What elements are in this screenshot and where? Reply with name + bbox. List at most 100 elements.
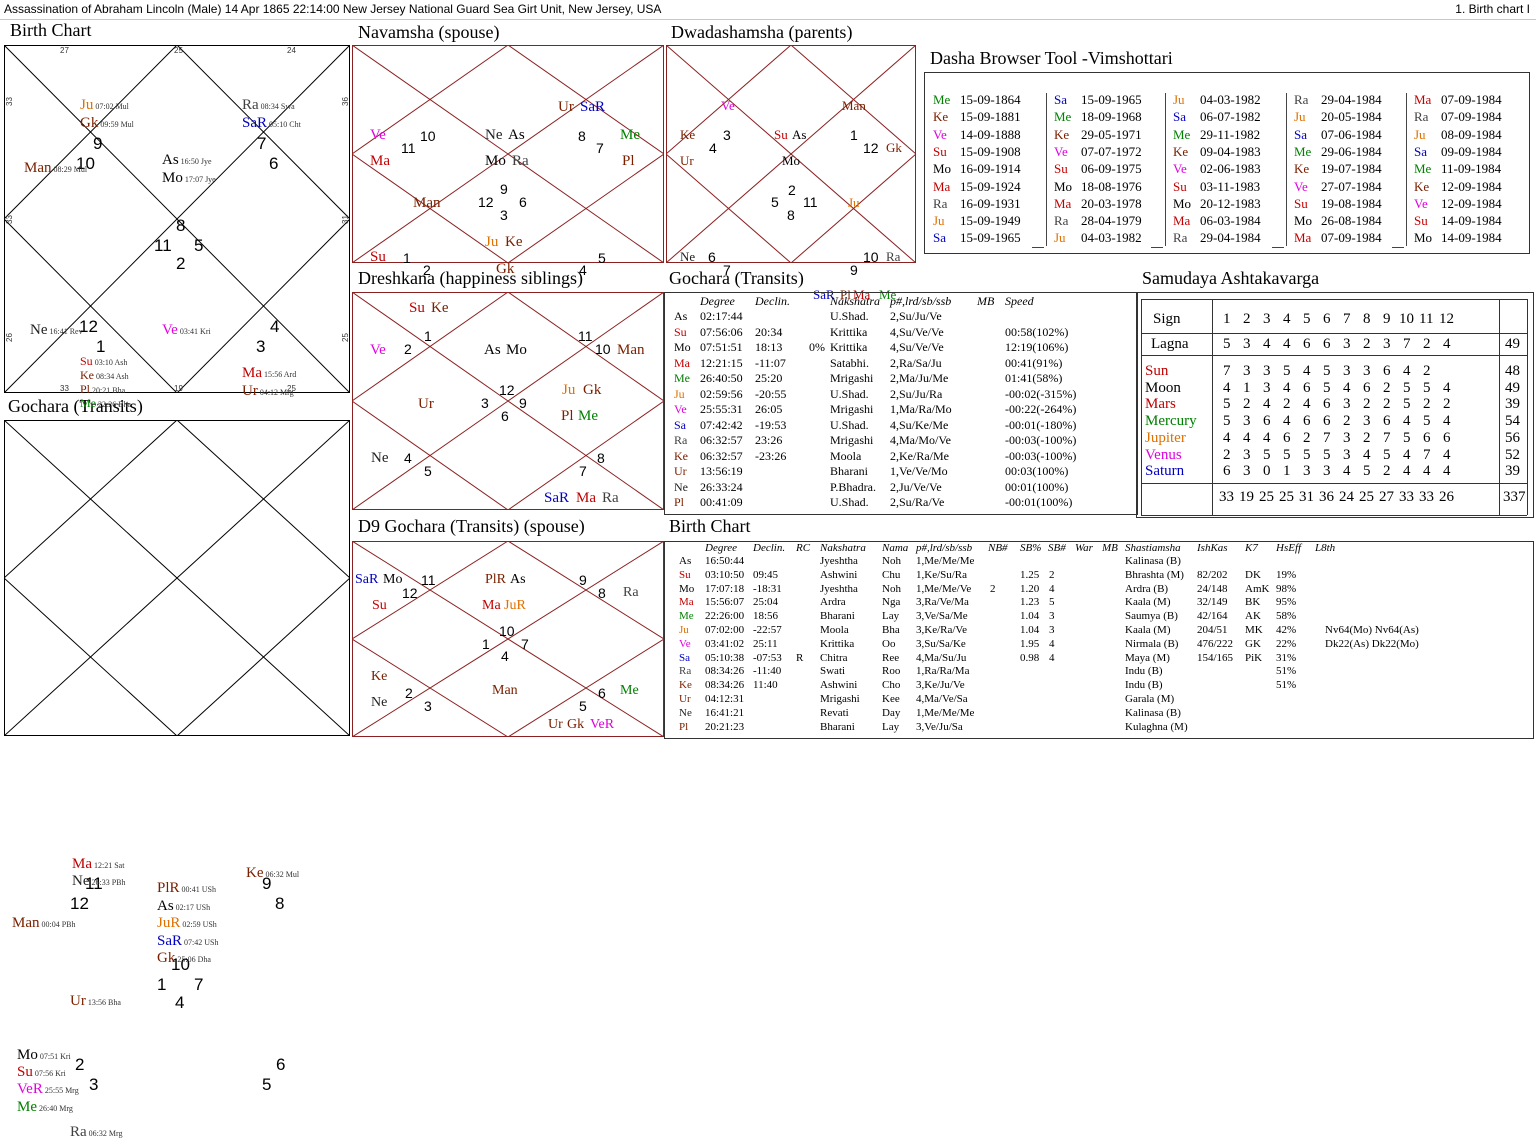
- dasha-period[interactable]: Ke 09-04-1983: [1173, 143, 1261, 159]
- gochara-chart[interactable]: 11 12 9 8 10 1 7 4 2 3 6 5 Ma 12:21 Sat Ne 26:33 PBh K…: [4, 420, 350, 1140]
- house-number: 10: [499, 623, 515, 639]
- table-cell: Ashwini: [820, 568, 858, 581]
- bindu-value: 4: [1303, 396, 1311, 413]
- table-cell: Ur: [679, 693, 691, 705]
- dasha-period[interactable]: Ve 02-06-1983: [1173, 161, 1261, 177]
- dasha-period[interactable]: Ra 07-09-1984: [1414, 109, 1502, 125]
- dasha-period[interactable]: Ra 29-04-1984: [1294, 92, 1382, 107]
- table-cell: 05:10:38: [705, 651, 745, 664]
- chart-lines: [352, 45, 664, 263]
- dasha-period[interactable]: Sa 07-06-1984: [1294, 126, 1382, 142]
- bindu-value: 5: [1223, 413, 1231, 430]
- dasha-period[interactable]: Ke 12-09-1984: [1414, 178, 1502, 194]
- dasha-period[interactable]: Sa 15-09-1965: [933, 230, 1021, 246]
- column-header: Nakshatra: [830, 294, 881, 308]
- planet-plr: PlR 00:41 USh: [157, 880, 216, 896]
- dasha-link-line: [1272, 247, 1284, 248]
- planet-man: Man: [413, 195, 441, 211]
- dasha-period[interactable]: Ma 06-03-1984: [1173, 213, 1261, 229]
- dasha-period[interactable]: Mo 20-12-1983: [1173, 195, 1261, 211]
- bindu-value: 4: [1303, 363, 1311, 379]
- dasha-period[interactable]: Su 15-09-1908: [933, 143, 1021, 159]
- house-number: 9: [500, 181, 508, 197]
- bindu-value: 3: [1263, 379, 1271, 396]
- chart-line: [4, 45, 178, 220]
- table-cell: 18:56: [753, 610, 779, 623]
- table-cell: Kulaghna (M): [1125, 720, 1188, 733]
- chart-line: [507, 153, 664, 263]
- dasha-period[interactable]: Ju 20-05-1984: [1294, 109, 1382, 125]
- dasha-period[interactable]: Ma 07-09-1984: [1294, 230, 1382, 246]
- dasha-period[interactable]: Sa 09-09-1984: [1414, 143, 1502, 159]
- dasha-period[interactable]: Mo 26-08-1984: [1294, 213, 1382, 229]
- lagna-value: 7: [1403, 336, 1411, 352]
- dasha-period[interactable]: Ma 15-09-1924: [933, 178, 1021, 194]
- bindu-value: 2: [1423, 363, 1431, 379]
- dasha-period[interactable]: Me 29-06-1984: [1294, 143, 1382, 159]
- house-number: 6: [501, 408, 509, 424]
- birth-chart[interactable]: 9 10 7 6 8 11 5 2 12 1 4 3 Ju 07:02 Mul Gk 09:59 Mul R…: [4, 45, 350, 409]
- samudaya-title: Samudaya Ashtakavarga: [1142, 268, 1320, 288]
- sign-number: 1: [1223, 311, 1231, 327]
- dasha-period[interactable]: Sa 06-07-1982: [1173, 109, 1261, 125]
- dasha-period[interactable]: Ju 15-09-1949: [933, 213, 1021, 229]
- dasha-period[interactable]: Mo 18-08-1976: [1054, 178, 1142, 194]
- dasha-period[interactable]: Ve 14-09-1888: [933, 126, 1021, 142]
- table-cell: 26:40:50: [700, 371, 743, 385]
- table-cell: Mrigashi: [830, 433, 874, 447]
- table-cell: Maya (M): [1125, 651, 1170, 664]
- dasha-period[interactable]: Me 18-09-1968: [1054, 109, 1142, 125]
- chart-line: [666, 45, 792, 155]
- dasha-period[interactable]: Su 03-11-1983: [1173, 178, 1261, 194]
- dasha-period[interactable]: Su 06-09-1975: [1054, 161, 1142, 177]
- planet-ur: Ur: [418, 396, 434, 412]
- dasha-period[interactable]: Me 29-11-1982: [1173, 126, 1261, 142]
- chart-line: [507, 292, 664, 402]
- table-cell: Pl: [674, 495, 685, 509]
- chart-selector[interactable]: 1. Birth chart I: [1455, 2, 1530, 16]
- dasha-period[interactable]: Ju 08-09-1984: [1414, 126, 1502, 142]
- table-cell: 51%: [1276, 665, 1297, 678]
- d9-gochara-chart[interactable]: 11 12 9 8 10 1 7 4 2 3 6 5 SaR Mo Su PlR As Ma JuR Ra Ke Ne Ma…: [352, 541, 664, 737]
- dasha-period[interactable]: Ra 16-09-1931: [933, 195, 1021, 211]
- dasha-period[interactable]: Ra 29-04-1984: [1173, 230, 1261, 246]
- dasha-period[interactable]: Mo 16-09-1914: [933, 161, 1021, 177]
- dasha-period[interactable]: Ju 04-03-1982: [1054, 230, 1142, 246]
- planet-ra: Ra: [886, 249, 901, 264]
- dasha-period[interactable]: Su 14-09-1984: [1414, 213, 1502, 229]
- dasha-period[interactable]: Me 11-09-1984: [1414, 161, 1502, 177]
- dasha-period[interactable]: Ve 07-07-1972: [1054, 143, 1142, 159]
- dasha-period[interactable]: Ma 07-09-1984: [1414, 92, 1502, 107]
- lagna-value: 3: [1243, 336, 1251, 352]
- house-number: 3: [500, 207, 508, 223]
- dwadashamsha-chart[interactable]: 3 4 1 12 2 5 11 8 6 7 10 9 Ve Man Ke Ur Su As Mo Gk Ju Ne Ra Sa…: [666, 45, 916, 301]
- table-cell: U.Shad.: [830, 386, 869, 401]
- dasha-period[interactable]: Ma 20-03-1978: [1054, 195, 1142, 211]
- dasha-period[interactable]: Me 15-09-1864: [933, 92, 1021, 107]
- dasha-period[interactable]: Ke 15-09-1881: [933, 109, 1021, 125]
- column-header: SB#: [1048, 542, 1066, 554]
- navamsha-chart[interactable]: 10 11 8 7 9 12 6 3 1 2 5 4 Ur SaR Ve Ma Ne As Mo Ra Me Pl Man J…: [352, 45, 664, 277]
- house-number: 10: [420, 128, 436, 144]
- dasha-period[interactable]: Ve 27-07-1984: [1294, 178, 1382, 194]
- dasha-period[interactable]: Ju 04-03-1982: [1173, 92, 1261, 107]
- dreshkana-chart[interactable]: 1 2 11 10 12 3 9 6 4 5 8 7 Su Ke Ve Man As Mo Ur Ju Gk Pl Me Ne…: [352, 292, 664, 510]
- table-cell: 24/148: [1197, 582, 1228, 595]
- house-number: 7: [596, 140, 604, 156]
- dasha-period[interactable]: Ke 19-07-1984: [1294, 161, 1382, 177]
- dasha-period[interactable]: Ra 28-04-1979: [1054, 213, 1142, 229]
- dasha-period[interactable]: Ve 12-09-1984: [1414, 195, 1502, 211]
- planet-su: Su 07:56 Kri: [17, 1064, 66, 1080]
- house-number: 2: [404, 341, 412, 357]
- table-cell: Mrigashi: [830, 371, 874, 385]
- house-number: 5: [194, 236, 204, 255]
- dasha-browser[interactable]: Me 15-09-1864 Ke 15-09-1881 Ve 14-09-1888 Su 15…: [924, 72, 1530, 254]
- dasha-period[interactable]: Su 19-08-1984: [1294, 195, 1382, 211]
- planet-ma: Ma: [853, 287, 871, 302]
- planet-mo: Mo 17:07 Jye: [162, 170, 216, 186]
- dasha-period[interactable]: Sa 15-09-1965: [1054, 92, 1142, 107]
- house-point-label: 33: [4, 215, 14, 224]
- table-cell: 2,Ma/Ju/Me: [890, 371, 949, 385]
- dasha-period[interactable]: Ke 29-05-1971: [1054, 126, 1142, 142]
- dasha-period[interactable]: Mo 14-09-1984: [1414, 230, 1502, 246]
